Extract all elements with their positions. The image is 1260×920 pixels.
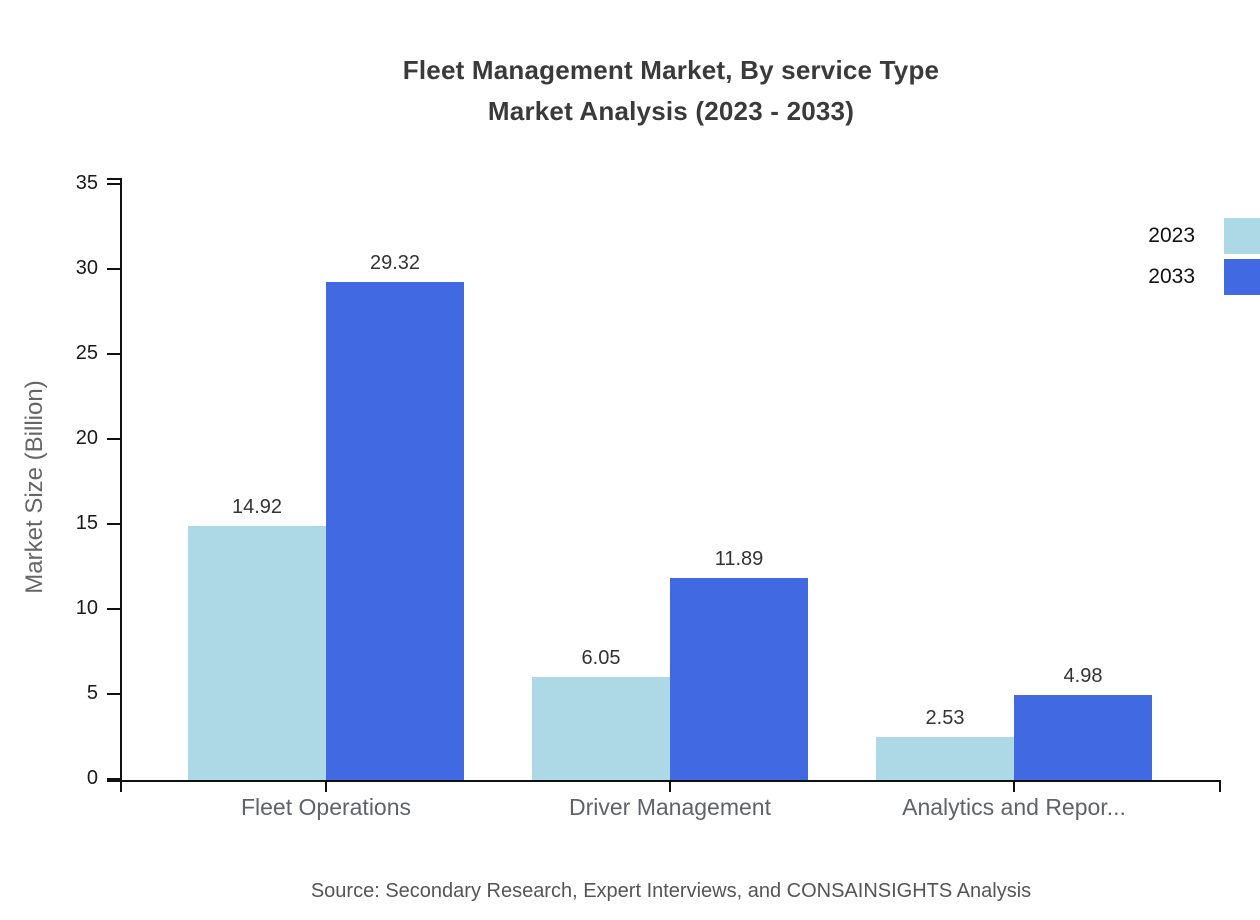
chart-title-line2: Market Analysis (2023 - 2033) xyxy=(487,96,855,126)
y-axis-line xyxy=(120,178,122,792)
bar-value-label: 6.05 xyxy=(581,647,621,669)
bar-2023-category-1 xyxy=(532,677,670,780)
legend-swatch-2033 xyxy=(1224,259,1260,295)
bar-value-label: 14.92 xyxy=(231,496,283,518)
chart-title: Fleet Management Market, By service Type… xyxy=(121,50,1221,132)
y-tick-label: 20 xyxy=(75,427,98,449)
y-tick xyxy=(107,353,120,355)
y-tick-label: 30 xyxy=(75,257,98,279)
legend-item-2023: 2023 xyxy=(1148,218,1260,254)
legend: 2023 2033 xyxy=(1148,218,1260,295)
y-tick xyxy=(107,693,120,695)
bar-2033-category-2 xyxy=(1014,695,1152,780)
x-category-label: Analytics and Repor... xyxy=(902,794,1126,820)
x-tick xyxy=(1013,780,1015,792)
y-tick xyxy=(107,183,120,185)
y-tick xyxy=(107,778,120,780)
y-tick-label: 25 xyxy=(75,342,98,364)
y-tick xyxy=(107,608,120,610)
x-tick xyxy=(325,780,327,792)
chart-title-line1: Fleet Management Market, By service Type xyxy=(402,55,940,85)
y-tick-label: 5 xyxy=(86,682,98,704)
y-tick-label: 15 xyxy=(75,512,98,534)
x-axis-end-tick xyxy=(1219,780,1221,792)
legend-swatch-2023 xyxy=(1224,218,1260,254)
bar-2023-category-0 xyxy=(188,526,326,780)
x-axis-line xyxy=(107,780,1221,782)
bar-value-label: 4.98 xyxy=(1063,665,1103,687)
legend-label-2033: 2033 xyxy=(1148,265,1195,288)
y-tick xyxy=(107,523,120,525)
legend-item-2033: 2033 xyxy=(1148,259,1260,295)
y-tick-label: 35 xyxy=(75,172,98,194)
y-tick-label: 0 xyxy=(86,767,98,789)
source-note: Source: Secondary Research, Expert Inter… xyxy=(310,880,1032,902)
bar-2033-category-1 xyxy=(670,578,808,780)
bar-2023-category-2 xyxy=(876,737,1014,780)
y-tick xyxy=(107,438,120,440)
x-category-label: Driver Management xyxy=(569,794,771,820)
y-tick-label: 10 xyxy=(75,597,98,619)
bar-2033-category-0 xyxy=(326,282,464,780)
bar-value-label: 2.53 xyxy=(925,707,965,729)
legend-label-2023: 2023 xyxy=(1148,224,1195,247)
x-category-label: Fleet Operations xyxy=(240,794,412,820)
bar-value-label: 29.32 xyxy=(369,252,421,274)
y-axis-endcap xyxy=(107,178,122,180)
y-tick xyxy=(107,268,120,270)
bar-value-label: 11.89 xyxy=(714,548,764,570)
x-tick xyxy=(669,780,671,792)
